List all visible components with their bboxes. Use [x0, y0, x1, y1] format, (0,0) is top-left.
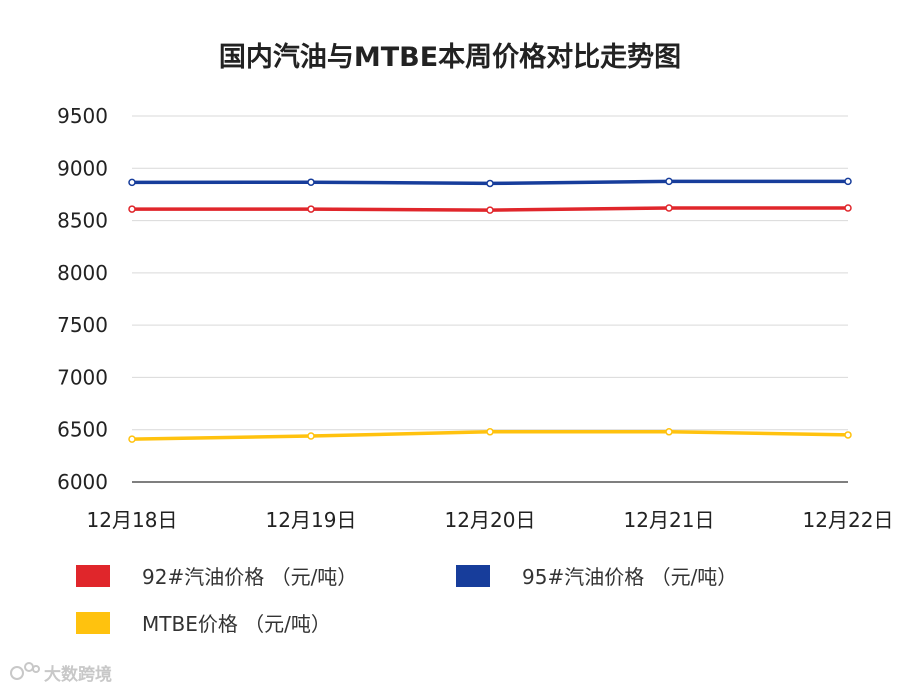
legend: 92#汽油价格 （元/吨） 95#汽油价格 （元/吨） MTBE价格 （元/吨）	[76, 565, 737, 636]
legend-label: 92#汽油价格 （元/吨）	[142, 565, 357, 589]
data-point	[307, 178, 315, 186]
data-point	[128, 205, 136, 213]
series-lines	[128, 177, 852, 443]
watermark: 大数跨境	[10, 662, 112, 685]
x-tick-label: 12月21日	[624, 508, 715, 532]
y-tick-label: 6000	[57, 470, 108, 494]
x-tick-label: 12月19日	[266, 508, 357, 532]
data-point	[307, 432, 315, 440]
data-point	[486, 206, 494, 214]
data-point	[844, 431, 852, 439]
y-tick-label: 6500	[57, 418, 108, 442]
y-tick-label: 7500	[57, 313, 108, 337]
series-1	[128, 204, 852, 214]
gridlines	[132, 115, 848, 431]
data-point	[128, 178, 136, 187]
legend-swatch	[76, 565, 110, 587]
data-point	[665, 428, 673, 436]
y-tick-label: 9000	[57, 156, 108, 180]
legend-item: MTBE价格 （元/吨）	[76, 612, 331, 636]
legend-item: 95#汽油价格 （元/吨）	[456, 565, 737, 589]
series-2	[128, 177, 852, 188]
watermark-logo-icon	[10, 662, 40, 680]
data-point	[486, 428, 494, 436]
y-axis-ticks: 6000 6500 7000 7500 8000 8500 9000 9500	[57, 104, 108, 494]
legend-swatch	[456, 565, 490, 587]
y-tick-label: 8000	[57, 261, 108, 285]
x-tick-label: 12月22日	[803, 508, 894, 532]
data-point	[307, 205, 315, 213]
data-point	[128, 435, 136, 443]
y-tick-label: 9500	[57, 104, 108, 128]
legend-item: 92#汽油价格 （元/吨）	[76, 565, 357, 589]
chart-title: 国内汽油与MTBE本周价格对比走势图	[219, 42, 681, 73]
legend-swatch	[76, 612, 110, 634]
x-tick-label: 12月18日	[87, 508, 178, 532]
data-point	[665, 177, 673, 186]
y-tick-label: 8500	[57, 209, 108, 233]
y-tick-label: 7000	[57, 365, 108, 389]
legend-label: MTBE价格 （元/吨）	[142, 612, 331, 636]
watermark-text: 大数跨境	[44, 664, 112, 685]
data-point	[486, 179, 494, 188]
legend-label: 95#汽油价格 （元/吨）	[522, 565, 737, 589]
data-point	[665, 204, 673, 212]
x-tick-label: 12月20日	[445, 508, 536, 532]
series-3	[128, 428, 852, 443]
x-axis-ticks: 12月18日 12月19日 12月20日 12月21日 12月22日	[87, 508, 894, 532]
data-point	[844, 204, 852, 212]
data-point	[844, 177, 852, 186]
